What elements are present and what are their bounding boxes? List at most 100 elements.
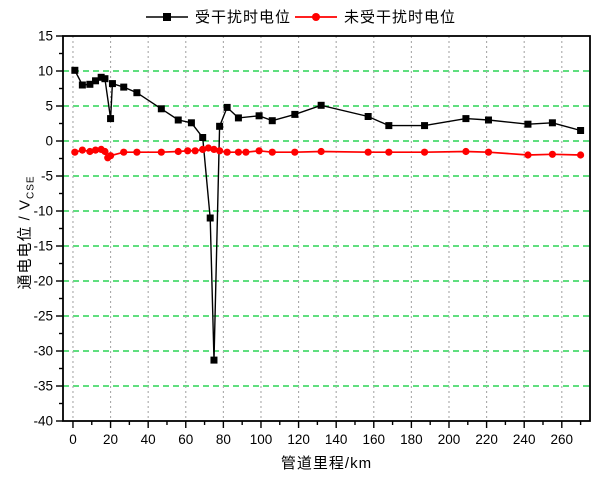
svg-text:180: 180 (400, 432, 423, 447)
svg-text:80: 80 (216, 432, 231, 447)
data-point-circle (576, 151, 585, 159)
svg-text:160: 160 (363, 432, 386, 447)
gridlines (63, 36, 590, 421)
data-point-square (199, 134, 207, 141)
svg-text:140: 140 (325, 432, 348, 447)
svg-text:0: 0 (45, 134, 53, 149)
legend-item-undisturbed: 未受干扰时电位 (293, 6, 456, 27)
legend-label-undisturbed: 未受干扰时电位 (344, 9, 457, 26)
svg-text:0: 0 (69, 432, 77, 447)
data-point-circle (548, 150, 556, 158)
data-point-square (548, 119, 556, 127)
svg-text:-10: -10 (33, 204, 53, 219)
legend-label-interfered: 受干扰时电位 (194, 9, 291, 26)
data-point-circle (524, 151, 532, 159)
svg-text:100: 100 (250, 432, 273, 447)
svg-text:-25: -25 (33, 309, 53, 324)
data-point-circle (216, 147, 224, 155)
legend-swatch-square-line-icon (145, 12, 188, 21)
data-point-square (317, 101, 325, 109)
legend-swatch-circle-line-icon (295, 12, 337, 21)
data-point-circle (86, 147, 94, 156)
svg-text:240: 240 (513, 432, 536, 447)
legend-item-interfered: 受干扰时电位 (144, 6, 291, 27)
data-point-square (71, 66, 79, 74)
svg-text:260: 260 (551, 432, 574, 447)
data-point-square (268, 117, 276, 125)
data-point-square (187, 119, 195, 127)
data-point-square (577, 127, 585, 134)
data-point-square (234, 114, 242, 122)
data-point-circle (242, 148, 250, 156)
svg-text:60: 60 (178, 432, 193, 447)
data-point-square (291, 110, 299, 118)
series-interfered (71, 66, 585, 364)
data-point-circle (184, 147, 192, 155)
data-point-circle (199, 145, 207, 153)
data-point-circle (91, 146, 100, 154)
data-point-square (107, 115, 115, 123)
data-point-square (216, 122, 224, 130)
data-point-circle (133, 148, 141, 156)
svg-text:-5: -5 (41, 169, 53, 184)
svg-text:-20: -20 (33, 274, 53, 289)
data-point-square (86, 80, 94, 88)
data-point-circle (210, 145, 218, 153)
data-point-circle (364, 148, 372, 156)
data-point-circle (204, 144, 212, 152)
data-point-square (255, 112, 263, 120)
data-point-square (524, 120, 532, 128)
svg-text:-30: -30 (33, 344, 53, 359)
series-line (74, 69, 581, 361)
svg-text:-40: -40 (33, 414, 53, 429)
data-point-circle (420, 148, 429, 156)
data-point-circle (291, 148, 299, 156)
data-point-square (210, 356, 218, 364)
y-axis-title: 通电电位 / VCSE (16, 175, 37, 290)
svg-text:15: 15 (38, 29, 53, 44)
svg-text:5: 5 (45, 99, 53, 114)
data-point-circle (462, 147, 470, 156)
data-point-square (364, 113, 372, 120)
data-point-square (421, 122, 429, 130)
data-point-circle (223, 148, 231, 156)
svg-text:-35: -35 (33, 379, 53, 394)
data-point-square (120, 83, 128, 91)
svg-text:20: 20 (103, 432, 118, 447)
data-point-circle (268, 148, 276, 156)
svg-text:200: 200 (438, 432, 461, 447)
data-point-square (157, 105, 165, 113)
svg-text:220: 220 (475, 432, 498, 447)
svg-text:-15: -15 (33, 239, 53, 254)
data-point-square (174, 116, 182, 124)
data-point-circle (101, 147, 109, 156)
data-point-circle (484, 148, 493, 156)
data-point-square (92, 77, 100, 85)
data-point-square (385, 122, 393, 130)
data-point-circle (234, 148, 243, 156)
data-point-circle (191, 147, 199, 155)
data-point-circle (106, 152, 115, 160)
svg-text:10: 10 (38, 64, 53, 79)
data-point-square (97, 73, 105, 81)
data-point-circle (157, 148, 165, 156)
data-point-circle (255, 147, 263, 155)
x-axis-title: 管道里程/km (280, 455, 373, 472)
data-point-square (101, 75, 109, 83)
data-point-square (462, 115, 470, 123)
data-point-circle (71, 148, 79, 156)
legend: 受干扰时电位 未受干扰时电位 (0, 6, 600, 27)
data-point-circle (120, 148, 128, 156)
data-point-square (484, 116, 492, 124)
data-point-square (108, 80, 116, 88)
svg-text:40: 40 (141, 432, 156, 447)
data-point-circle (385, 148, 393, 156)
data-point-square (78, 81, 86, 89)
data-point-circle (174, 147, 182, 156)
series-undisturbed (71, 144, 585, 162)
svg-text:120: 120 (287, 432, 310, 447)
data-point-square (223, 103, 231, 111)
series-line (74, 147, 581, 160)
